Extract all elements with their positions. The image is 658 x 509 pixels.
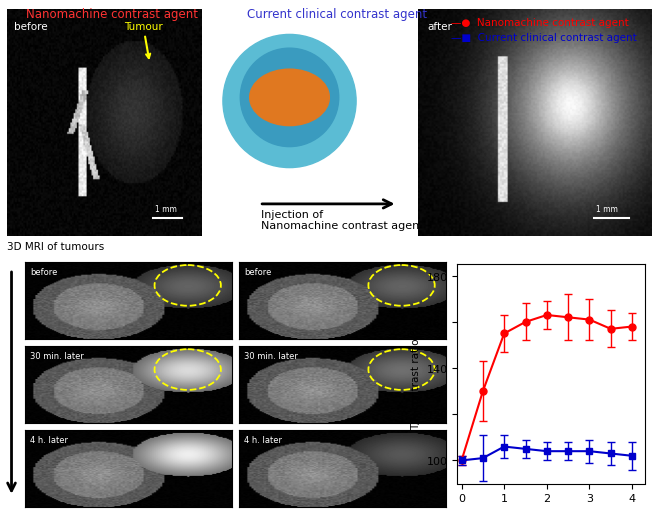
Text: after: after xyxy=(427,21,452,32)
Text: Tumour: Tumour xyxy=(124,22,163,59)
Y-axis label: T/N contrast ratio(%): T/N contrast ratio(%) xyxy=(411,320,421,429)
Text: 4 h. later: 4 h. later xyxy=(30,435,68,444)
Text: Nanomachine contrast agent: Nanomachine contrast agent xyxy=(26,8,198,20)
Text: 3D MRI of tumours: 3D MRI of tumours xyxy=(7,242,104,252)
Text: Injection of
Nanomachine contrast agent: Injection of Nanomachine contrast agent xyxy=(261,209,424,231)
Text: —■  Current clinical contrast agent: —■ Current clinical contrast agent xyxy=(451,33,636,43)
Text: 30 min. later: 30 min. later xyxy=(244,351,298,360)
Text: —●  Nanomachine contrast agent: —● Nanomachine contrast agent xyxy=(451,18,628,28)
Circle shape xyxy=(240,49,339,147)
Text: before: before xyxy=(30,267,57,276)
Text: before: before xyxy=(14,21,48,32)
Text: 30 min. later: 30 min. later xyxy=(30,351,84,360)
Circle shape xyxy=(223,35,356,168)
Text: 1 mm: 1 mm xyxy=(155,204,176,213)
Text: before: before xyxy=(244,267,271,276)
Text: 1 mm: 1 mm xyxy=(596,204,618,213)
Text: Current clinical contrast agent: Current clinical contrast agent xyxy=(247,8,427,20)
Text: 4 h. later: 4 h. later xyxy=(244,435,282,444)
Ellipse shape xyxy=(250,70,330,126)
